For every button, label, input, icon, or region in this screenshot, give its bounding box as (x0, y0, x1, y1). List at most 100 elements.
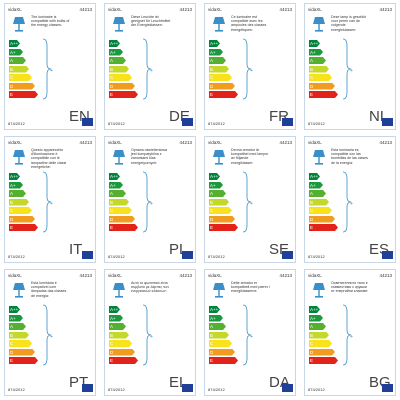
energy-class-bar: A (209, 57, 226, 64)
regulation: 874/2012 (8, 254, 25, 259)
energy-label: vidaXL 44213 Осветителното тяло е съвмести… (304, 269, 396, 396)
lamp-icon (313, 150, 325, 165)
eu-flag (82, 118, 93, 126)
energy-class-bar: A++ (310, 307, 319, 312)
energy-class-bar: B (109, 332, 129, 339)
description: Dette armatur er kompatibelt med pærer i… (231, 281, 270, 294)
product-code: 44213 (79, 273, 92, 278)
description: Denna armatur är kompatibel med lampor a… (231, 148, 269, 165)
product-code: 44213 (379, 273, 392, 278)
eu-flag (182, 118, 193, 126)
label-cell: vidaXL 44213 Oprawa oświetleniowa jest kom… (100, 133, 200, 266)
energy-class-bar: A++ (110, 41, 119, 46)
label-cell: vidaXL 44213 Dette armatur er kompatibelt … (200, 266, 300, 399)
energy-class-bar: D (9, 83, 35, 90)
energy-label: vidaXL 44213 Deze lamp is geschikt voor pe… (304, 3, 396, 130)
brand: vidaXL (208, 140, 222, 145)
energy-class-bar: A (309, 190, 326, 197)
energy-class-bar: A (9, 57, 26, 64)
label-cell: vidaXL 44213 Deze lamp is geschikt voor pe… (300, 0, 400, 133)
energy-class-bar: A++ (310, 174, 319, 179)
energy-class-bar: E (309, 91, 338, 98)
eu-flag (382, 118, 393, 126)
energy-class-bar: E (109, 224, 138, 231)
svg-text:+: + (250, 68, 253, 74)
regulation: 874/2012 (308, 254, 325, 259)
label-cell: vidaXL 44213 Denna armatur är kompatibel m… (200, 133, 300, 266)
energy-label: vidaXL 44213 Dette armatur er kompatibelt … (204, 269, 296, 396)
energy-class-bar: C (9, 340, 32, 347)
eu-flag (182, 384, 193, 392)
energy-class-bar: A+ (109, 315, 123, 322)
eu-flag (282, 384, 293, 392)
regulation: 874/2012 (208, 254, 225, 259)
brace: + (342, 171, 353, 233)
product-code: 44213 (279, 7, 292, 12)
label-cell: vidaXL 44213 Ce luminaire est compatible a… (200, 0, 300, 133)
regulation: 874/2012 (308, 387, 325, 392)
product-code: 44213 (79, 140, 92, 145)
product-code: 44213 (179, 140, 192, 145)
energy-class-bar: A++ (210, 174, 219, 179)
energy-label: vidaXL 44213 Esta luminaria es compatible … (304, 136, 396, 263)
eu-flag (282, 118, 293, 126)
description: Oprawa oświetleniowa jest kompatybilna z… (131, 148, 167, 165)
brace: + (142, 38, 153, 100)
energy-label: vidaXL 44213 Oprawa oświetleniowa jest kom… (104, 136, 196, 263)
svg-text:+: + (350, 68, 353, 74)
regulation: 874/2012 (8, 121, 25, 126)
energy-class-bar: C (309, 340, 332, 347)
energy-class-bar: C (209, 340, 232, 347)
brand: vidaXL (308, 140, 322, 145)
energy-class-bar: A+ (9, 315, 23, 322)
energy-class-bar: C (109, 340, 132, 347)
energy-class-bar: C (309, 74, 332, 81)
lamp-icon (113, 283, 125, 298)
regulation: 874/2012 (208, 121, 225, 126)
product-code: 44213 (279, 273, 292, 278)
energy-class-bar: D (209, 216, 235, 223)
brand: vidaXL (8, 273, 22, 278)
energy-class-bar: E (209, 91, 238, 98)
energy-class-bar: D (309, 216, 335, 223)
energy-class-bar: A++ (10, 307, 19, 312)
svg-text:+: + (350, 334, 353, 340)
energy-class-bar: D (9, 216, 35, 223)
brace: + (242, 38, 253, 100)
energy-class-bar: A++ (210, 41, 219, 46)
energy-class-bar: D (109, 349, 135, 356)
energy-class-bar: A+ (209, 182, 223, 189)
energy-class-bar: A (209, 323, 226, 330)
lamp-icon (13, 283, 25, 298)
label-cell: vidaXL 44213 Diese Leuchte ist geeignet fü… (100, 0, 200, 133)
svg-text:+: + (250, 201, 253, 207)
svg-text:+: + (350, 201, 353, 207)
regulation: 874/2012 (108, 254, 125, 259)
brace: + (142, 304, 153, 366)
energy-class-bar: A++ (310, 41, 319, 46)
brand: vidaXL (108, 273, 122, 278)
product-code: 44213 (379, 140, 392, 145)
energy-class-bar: D (9, 349, 35, 356)
product-code: 44213 (379, 7, 392, 12)
energy-class-bar: A (309, 323, 326, 330)
energy-class-bar: A+ (109, 49, 123, 56)
label-cell: vidaXL 44213 Αυτό το φωτιστικό είναι συμβα… (100, 266, 200, 399)
energy-class-bar: E (309, 224, 338, 231)
svg-text:+: + (50, 334, 53, 340)
energy-class-bar: A (309, 57, 326, 64)
energy-class-bar: E (9, 357, 38, 364)
energy-class-bar: A (9, 323, 26, 330)
energy-label: vidaXL 44213 Questo apparecchio d'illumina… (4, 136, 96, 263)
regulation: 874/2012 (308, 121, 325, 126)
energy-class-bar: A++ (10, 41, 19, 46)
energy-class-bar: A+ (309, 182, 323, 189)
energy-class-bar: B (309, 199, 329, 206)
energy-class-bar: A (109, 190, 126, 197)
energy-class-bar: E (309, 357, 338, 364)
brand: vidaXL (8, 140, 22, 145)
energy-class-bar: E (9, 224, 38, 231)
brace: + (142, 171, 153, 233)
description: Αυτό το φωτιστικό είναι συμβατό με λάμπε… (131, 281, 170, 294)
